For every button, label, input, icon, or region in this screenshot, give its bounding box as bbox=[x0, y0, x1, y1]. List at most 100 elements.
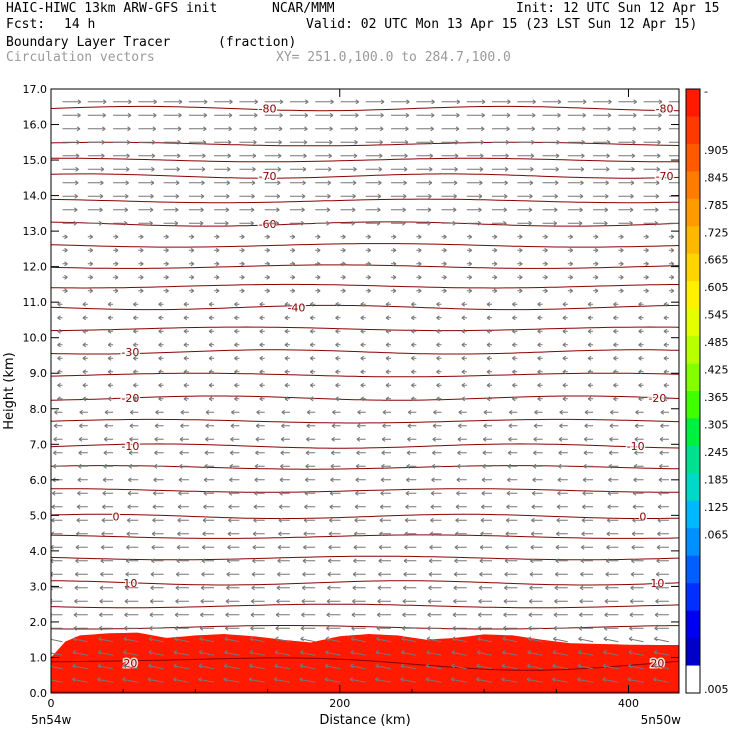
circulation-vector bbox=[227, 531, 240, 537]
circulation-vector bbox=[454, 544, 467, 550]
circulation-vector bbox=[466, 274, 473, 280]
circulation-vector bbox=[425, 663, 442, 670]
circulation-vector bbox=[107, 382, 114, 388]
circulation-vector bbox=[76, 531, 88, 537]
circulation-vector bbox=[205, 423, 215, 429]
circulation-vector bbox=[365, 153, 383, 159]
circulation-vector bbox=[180, 409, 189, 415]
circulation-vector bbox=[542, 139, 560, 145]
circulation-vector bbox=[304, 490, 316, 496]
circulation-vector bbox=[657, 517, 669, 523]
circulation-vector bbox=[51, 517, 63, 523]
circulation-vector bbox=[289, 139, 308, 145]
circulation-vector bbox=[629, 625, 644, 631]
circulation-vector bbox=[98, 636, 114, 643]
circulation-vector bbox=[353, 544, 366, 550]
circulation-vector bbox=[330, 477, 341, 483]
circulation-vector bbox=[381, 450, 391, 456]
circulation-vector bbox=[133, 301, 139, 307]
circulation-vector bbox=[663, 396, 669, 402]
circulation-vector bbox=[365, 274, 371, 280]
circulation-vector bbox=[562, 328, 568, 334]
circulation-vector bbox=[385, 396, 391, 402]
circulation-vector bbox=[385, 328, 391, 334]
circulation-vector bbox=[254, 477, 265, 483]
circulation-vector bbox=[587, 355, 594, 361]
circulation-vector bbox=[99, 612, 114, 618]
circulation-vector bbox=[326, 598, 341, 604]
colorbar-label: .005 bbox=[704, 683, 729, 696]
plot-frame bbox=[50, 88, 680, 694]
circulation-vector bbox=[450, 676, 467, 683]
circulation-vector bbox=[97, 676, 114, 683]
circulation-vector bbox=[441, 166, 458, 172]
colorbar-swatch bbox=[686, 610, 700, 639]
circulation-vector bbox=[668, 234, 675, 240]
circulation-vector bbox=[501, 676, 518, 683]
circulation-vector bbox=[354, 517, 366, 523]
circulation-vector bbox=[385, 315, 391, 321]
circulation-vector bbox=[158, 301, 164, 307]
circulation-vector bbox=[113, 112, 132, 118]
circulation-vector bbox=[126, 531, 139, 537]
circulation-vector bbox=[618, 112, 637, 118]
circulation-vector bbox=[289, 247, 296, 253]
y-tick-label: 2.0 bbox=[30, 616, 48, 629]
circulation-vector bbox=[542, 112, 561, 118]
circulation-vector bbox=[517, 153, 535, 159]
circulation-vector bbox=[657, 504, 669, 510]
circulation-vector bbox=[133, 369, 139, 375]
colorbar-label: .065 bbox=[704, 528, 729, 541]
circulation-vector bbox=[227, 544, 240, 550]
circulation-vector bbox=[274, 649, 290, 656]
circulation-vector bbox=[234, 382, 240, 388]
circulation-vector bbox=[340, 288, 346, 294]
circulation-vector bbox=[255, 423, 265, 429]
circulation-vector bbox=[481, 477, 492, 483]
circulation-vector bbox=[453, 585, 467, 591]
circulation-vector bbox=[517, 99, 536, 105]
circulation-vector bbox=[606, 531, 619, 537]
xy-range: XY= 251.0,100.0 to 284.7,100.0 bbox=[276, 50, 511, 65]
circulation-vector bbox=[454, 558, 467, 564]
circulation-vector bbox=[391, 99, 410, 105]
circulation-vector bbox=[580, 571, 594, 577]
circulation-vector bbox=[107, 328, 114, 334]
circulation-vector bbox=[610, 409, 619, 415]
circulation-vector bbox=[214, 180, 231, 186]
circulation-vector bbox=[479, 544, 492, 550]
circulation-vector bbox=[51, 490, 63, 496]
circulation-vector bbox=[441, 139, 459, 145]
circulation-vector bbox=[304, 477, 316, 483]
circulation-vector bbox=[153, 477, 164, 483]
circulation-vector bbox=[87, 112, 106, 118]
circulation-vector bbox=[279, 477, 290, 483]
circulation-vector bbox=[214, 247, 220, 253]
circulation-vector bbox=[512, 328, 518, 334]
circulation-vector bbox=[542, 220, 558, 226]
circulation-vector bbox=[542, 99, 562, 105]
colorbar-frame bbox=[685, 88, 701, 694]
circulation-vector bbox=[461, 382, 467, 388]
circulation-vector bbox=[512, 369, 518, 375]
circulation-vector bbox=[183, 328, 189, 334]
circulation-vector bbox=[188, 153, 206, 159]
circulation-vector bbox=[51, 679, 63, 683]
circulation-vector bbox=[51, 652, 63, 656]
circulation-vector bbox=[275, 636, 291, 643]
circulation-vector bbox=[133, 328, 139, 334]
circulation-vector bbox=[249, 663, 265, 670]
circulation-vector bbox=[147, 676, 164, 683]
circulation-vector bbox=[385, 301, 391, 307]
circulation-vector bbox=[138, 112, 157, 118]
circulation-vector bbox=[542, 207, 558, 213]
circulation-vector bbox=[82, 382, 88, 388]
circulation-vector bbox=[530, 531, 543, 537]
circulation-vector bbox=[278, 504, 290, 510]
circulation-vector bbox=[62, 166, 79, 172]
circulation-vector bbox=[492, 234, 498, 240]
circulation-vector bbox=[300, 649, 316, 656]
circulation-vector bbox=[360, 342, 366, 348]
circulation-vector bbox=[226, 558, 240, 564]
circulation-vector bbox=[668, 195, 679, 197]
